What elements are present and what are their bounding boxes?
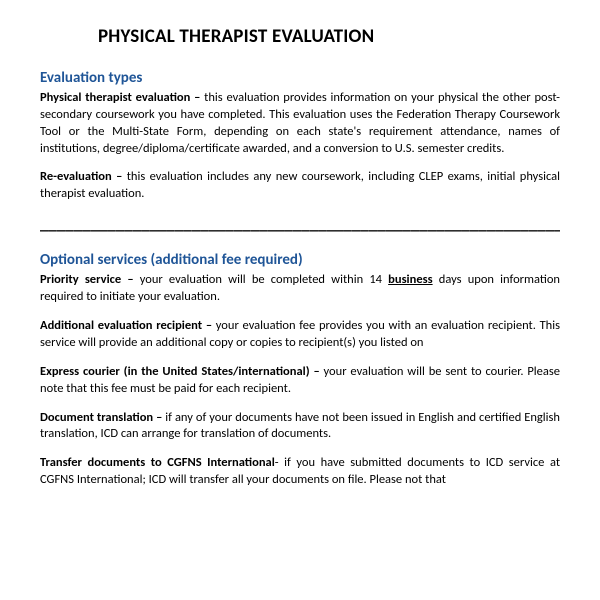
item-express-courier: Express courier (in the United States/in… [40, 364, 560, 398]
term-phys-eval: Physical therapist evaluation – [40, 90, 204, 105]
body-priority-pre: your evaluation will be completed within… [140, 272, 388, 287]
item-physical-therapist-evaluation: Physical therapist evaluation – this eva… [40, 90, 560, 158]
term-add-recipient: Additional evaluation recipient – [40, 318, 216, 333]
body-priority-underlined: business [388, 272, 432, 287]
term-priority: Priority service – [40, 272, 140, 287]
section-evaluation-types-heading: Evaluation types [40, 68, 560, 88]
item-re-evaluation: Re-evaluation – this evaluation includes… [40, 169, 560, 203]
term-transfer: Transfer documents to CGFNS Internationa… [40, 455, 275, 470]
term-courier: Express courier (in the United States/in… [40, 364, 324, 379]
item-priority-service: Priority service – your evaluation will … [40, 272, 560, 306]
document-title: PHYSICAL THERAPIST EVALUATION [98, 24, 560, 50]
item-transfer-documents: Transfer documents to CGFNS Internationa… [40, 455, 560, 489]
item-additional-recipient: Additional evaluation recipient – your e… [40, 318, 560, 352]
term-translation: Document translation – [40, 410, 165, 425]
term-re-eval: Re-evaluation – [40, 169, 127, 184]
item-document-translation: Document translation – if any of your do… [40, 410, 560, 444]
section-optional-services-heading: Optional services (additional fee requir… [40, 250, 560, 270]
section-divider: ________________________________________… [40, 215, 560, 234]
